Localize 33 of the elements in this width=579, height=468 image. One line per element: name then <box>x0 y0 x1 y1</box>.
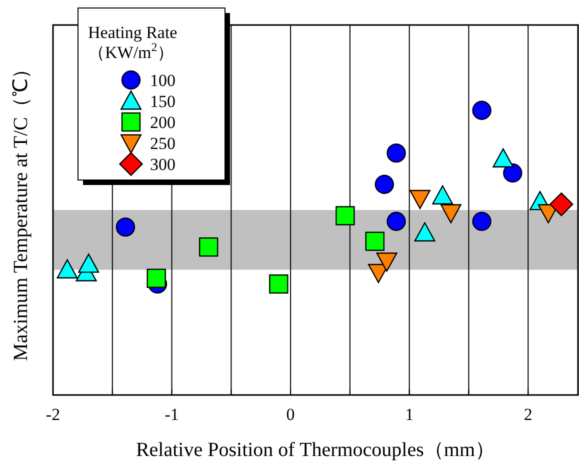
y-axis-title: Maximum Temperature at T/C（℃） <box>10 59 32 361</box>
point <box>199 237 218 257</box>
legend-label: 100 <box>150 71 176 90</box>
point <box>336 206 355 226</box>
point <box>269 274 288 294</box>
x-tick-label: 1 <box>405 405 414 424</box>
point <box>472 212 492 231</box>
x-tick-label: 2 <box>524 405 532 424</box>
point <box>386 143 406 163</box>
point <box>376 252 398 272</box>
x-axis-title: Relative Position of Thermocouples（mm） <box>136 439 496 461</box>
point <box>503 163 522 183</box>
point <box>116 217 136 237</box>
point <box>374 174 394 194</box>
legend-label: 300 <box>150 155 176 174</box>
point <box>472 100 492 120</box>
point <box>78 254 100 273</box>
point <box>386 212 406 231</box>
legend-label: 250 <box>150 134 176 153</box>
x-tick-label: -2 <box>46 405 60 424</box>
x-tick-label: -1 <box>164 405 179 424</box>
point <box>410 190 431 210</box>
x-tick-label: 0 <box>286 405 295 424</box>
point <box>492 148 514 168</box>
legend-label: 200 <box>150 113 176 132</box>
point <box>56 259 78 278</box>
point <box>440 204 462 224</box>
point <box>432 185 454 204</box>
point <box>365 232 384 251</box>
point <box>414 222 436 242</box>
legend-label: 150 <box>150 92 176 111</box>
legend-title: Heating Rate （KW/m$^{2}$） <box>88 23 178 62</box>
point <box>146 268 166 288</box>
